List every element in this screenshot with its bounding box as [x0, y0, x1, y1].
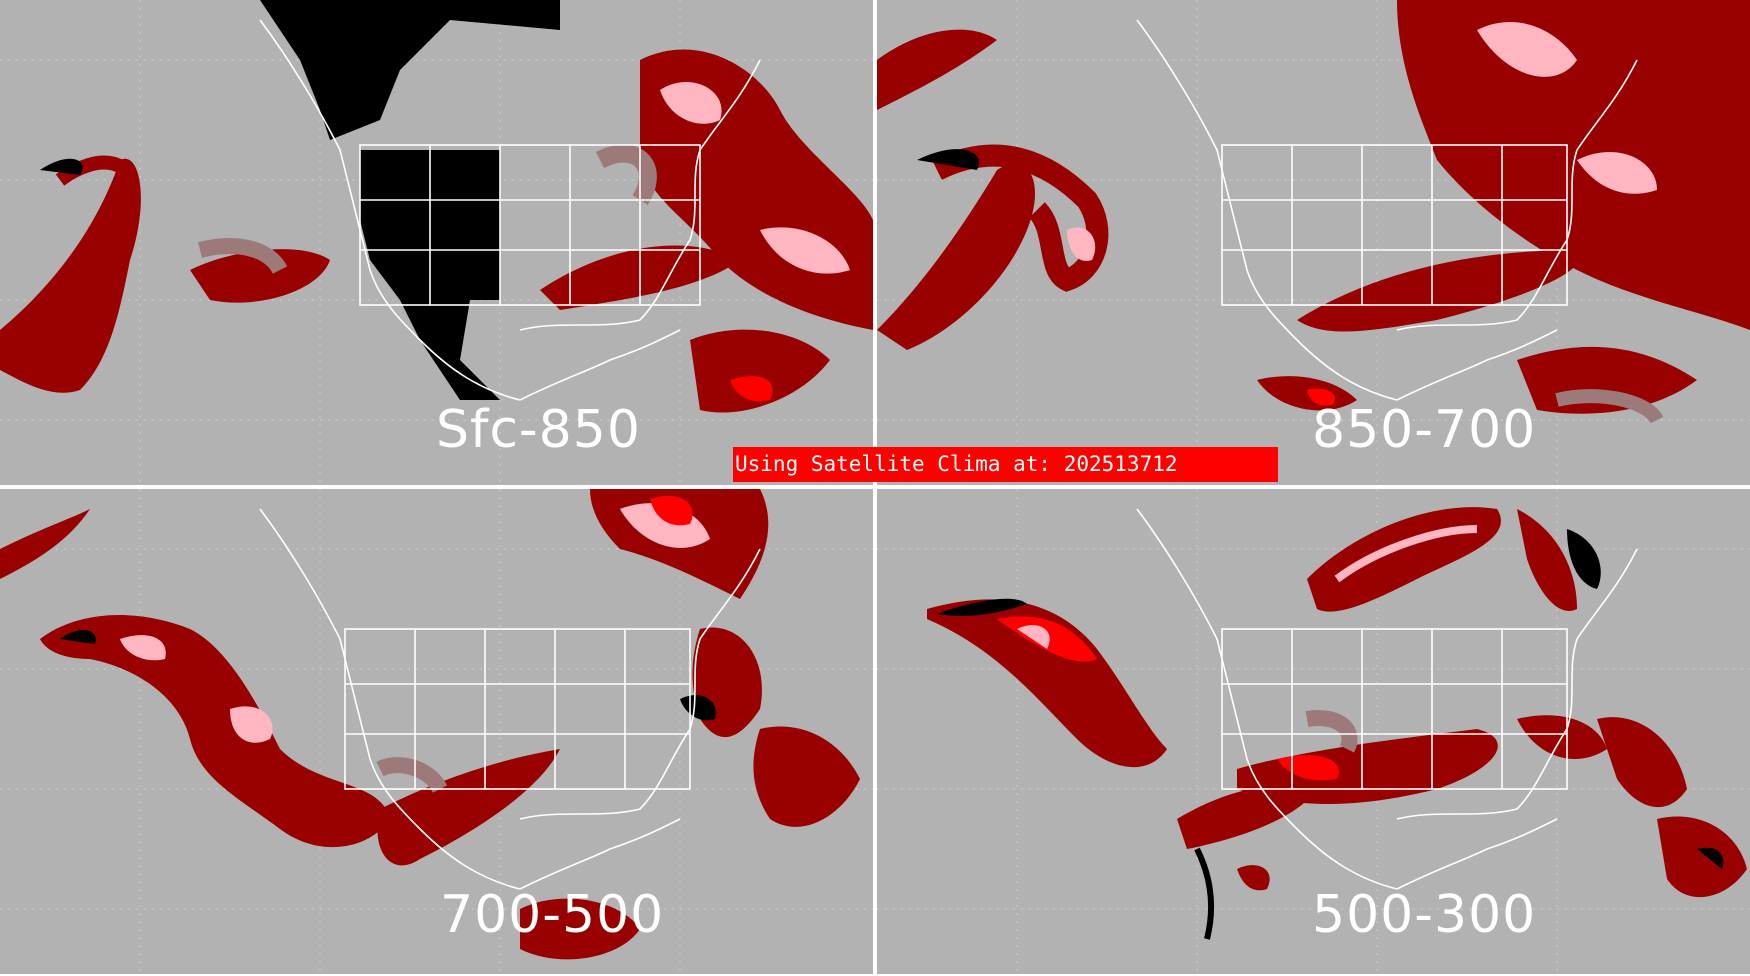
- moisture-field-map: [0, 0, 873, 485]
- map-panel-500-300: 500-300: [877, 489, 1750, 974]
- moisture-field-map: [877, 0, 1750, 485]
- map-panel-700-500: 700-500: [0, 489, 873, 974]
- map-panel-sfc-850: Sfc-850: [0, 0, 873, 485]
- satellite-climo-banner: Using Satellite Clima at: 202513712: [733, 447, 1278, 482]
- moisture-field: [0, 49, 873, 413]
- coastlines-and-borders: [259, 508, 761, 890]
- map-panel-850-700: 850-700: [877, 0, 1750, 485]
- panel-label: 500-300: [1312, 885, 1537, 945]
- moisture-field: [877, 0, 1750, 424]
- panel-label: 850-700: [1312, 400, 1537, 460]
- panel-label: Sfc-850: [436, 400, 641, 460]
- coastlines-and-borders: [1136, 508, 1638, 890]
- moisture-field: [0, 489, 860, 960]
- coastlines-and-borders: [1136, 19, 1638, 401]
- panel-label: 700-500: [440, 885, 665, 945]
- coastlines-and-borders: [259, 19, 761, 401]
- moisture-field: [927, 507, 1747, 940]
- moisture-field-map: [877, 489, 1750, 974]
- moisture-field-map: [0, 489, 873, 974]
